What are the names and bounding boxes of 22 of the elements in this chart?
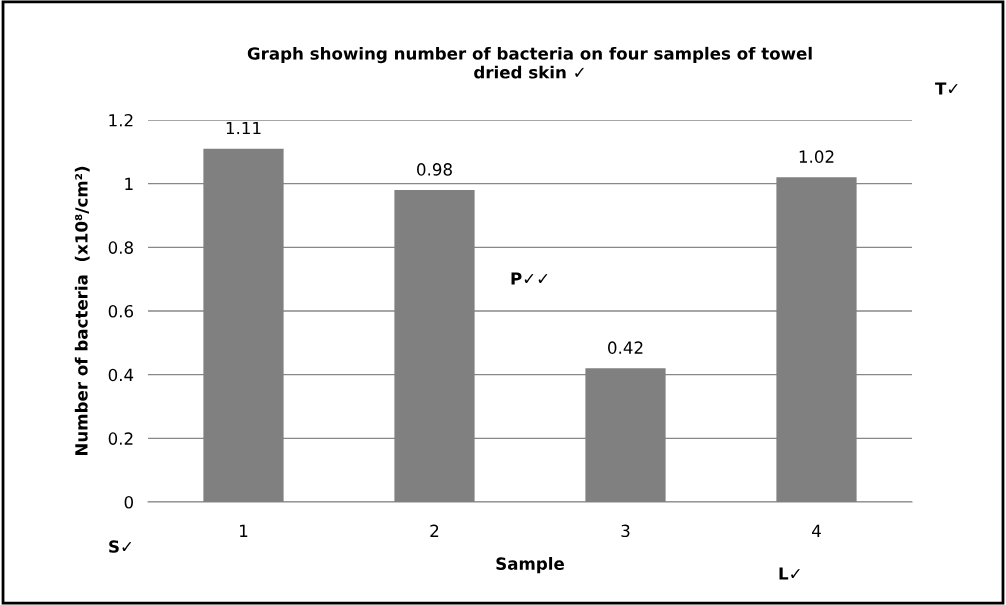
y-tick-label: 1.2 <box>109 113 133 127</box>
x-tick-label: 2 <box>430 524 439 537</box>
x-tick-label: 1 <box>240 524 248 537</box>
x-axis-title: Sample <box>496 557 564 574</box>
text: L✓ <box>779 567 800 580</box>
y-tick-label: 0.8 <box>108 241 133 254</box>
x-tick-label: 3 <box>621 524 630 538</box>
y-tick-label: 0.2 <box>108 432 133 445</box>
y-tick-label: 0 <box>124 495 133 509</box>
data-label: 0.98 <box>417 163 452 176</box>
data-label: 1.11 <box>226 121 261 135</box>
data-label: 1.02 <box>799 150 834 163</box>
y-tick-label: 0.4 <box>108 368 134 382</box>
data-label: 0.42 <box>608 341 643 354</box>
text: S✓ <box>109 540 132 553</box>
annotation: P✓✓ <box>511 272 548 285</box>
x-tick-label: 4 <box>812 524 821 537</box>
y-tick-label: 1 <box>125 177 133 190</box>
chart-title: Graph showing number of bacteria on four samples of towel dried skin ✓ <box>247 46 812 79</box>
text: T✓ <box>935 82 958 95</box>
y-tick-label: 0.6 <box>108 304 134 318</box>
y-axis-title: Number of bacteria (x10⁸/cm²) <box>74 166 90 456</box>
